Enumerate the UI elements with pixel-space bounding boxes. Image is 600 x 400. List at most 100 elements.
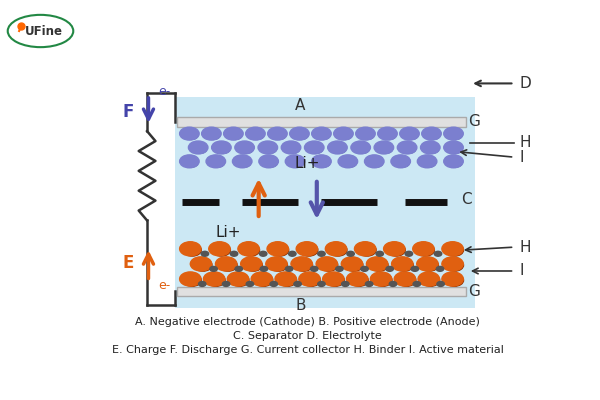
Circle shape [251,272,272,286]
Circle shape [193,144,207,153]
Circle shape [334,127,353,140]
Circle shape [444,127,463,140]
Circle shape [238,242,259,256]
Circle shape [416,244,434,256]
Text: UFine: UFine [25,25,63,38]
Text: I: I [519,264,524,278]
Circle shape [418,272,439,286]
Circle shape [383,242,405,256]
Circle shape [387,244,405,256]
Circle shape [235,266,242,271]
Circle shape [244,259,262,271]
Circle shape [376,251,383,256]
Circle shape [209,242,230,256]
Circle shape [316,158,330,167]
Circle shape [405,251,413,256]
Circle shape [338,155,358,168]
Circle shape [345,259,363,271]
Text: Li+: Li+ [216,225,241,240]
Circle shape [369,158,383,167]
Circle shape [397,141,417,154]
Circle shape [396,158,409,167]
Text: G: G [468,284,480,299]
Circle shape [379,144,392,153]
Circle shape [183,274,201,286]
Circle shape [436,266,444,271]
Circle shape [295,259,313,271]
Circle shape [179,242,201,256]
Circle shape [391,155,410,168]
Circle shape [311,155,331,168]
Circle shape [404,130,418,139]
Circle shape [206,155,226,168]
Circle shape [211,158,224,167]
Circle shape [418,155,437,168]
Circle shape [266,257,287,271]
Circle shape [365,155,384,168]
Circle shape [427,130,440,139]
Circle shape [241,257,262,271]
Circle shape [285,155,305,168]
Circle shape [351,141,370,154]
Circle shape [421,141,440,154]
Circle shape [203,272,225,286]
Circle shape [316,130,330,139]
Circle shape [299,272,320,286]
Circle shape [281,141,301,154]
Circle shape [398,274,416,286]
Circle shape [445,274,464,286]
Text: A: A [295,98,306,113]
Circle shape [350,274,368,286]
Circle shape [445,244,464,256]
Circle shape [318,282,325,286]
Circle shape [219,259,237,271]
Circle shape [332,144,346,153]
Circle shape [329,244,347,256]
Circle shape [269,259,287,271]
Text: G: G [468,114,480,130]
Circle shape [389,282,397,286]
Circle shape [367,257,388,271]
Circle shape [442,242,463,256]
Circle shape [318,251,325,256]
Circle shape [183,244,201,256]
Circle shape [188,141,208,154]
Text: I: I [519,150,524,165]
Circle shape [343,158,356,167]
Circle shape [230,251,238,256]
Circle shape [370,272,392,286]
Circle shape [179,155,199,168]
Text: H: H [519,135,530,150]
Circle shape [328,141,347,154]
Circle shape [232,155,252,168]
Text: e-: e- [158,280,171,292]
Circle shape [347,251,355,256]
Text: D: D [519,76,531,91]
Circle shape [422,127,441,140]
Circle shape [245,127,265,140]
Circle shape [442,257,463,271]
Circle shape [347,272,368,286]
Circle shape [413,242,434,256]
Circle shape [437,282,445,286]
Circle shape [294,282,301,286]
Circle shape [286,144,300,153]
Circle shape [320,259,338,271]
Circle shape [434,251,442,256]
Circle shape [400,127,419,140]
Circle shape [290,158,304,167]
Circle shape [263,144,277,153]
Text: Li+: Li+ [295,156,320,171]
Circle shape [267,242,289,256]
Circle shape [275,272,296,286]
Circle shape [250,130,264,139]
Circle shape [289,251,296,256]
Circle shape [295,130,308,139]
Circle shape [392,257,413,271]
Circle shape [361,130,374,139]
Bar [178,117,466,126]
Circle shape [290,127,309,140]
Ellipse shape [8,15,73,47]
Circle shape [310,266,318,271]
Circle shape [444,155,463,168]
